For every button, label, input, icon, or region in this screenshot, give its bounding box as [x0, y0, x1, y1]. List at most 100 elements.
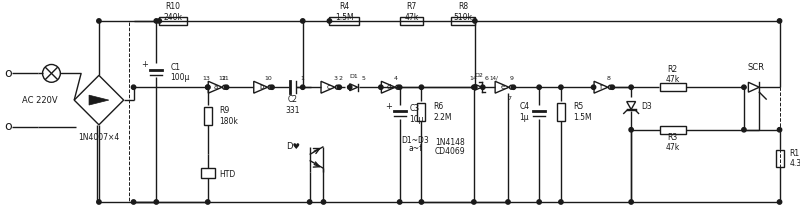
Text: 3: 3 — [334, 76, 338, 81]
Text: c: c — [326, 84, 330, 90]
Text: 1: 1 — [301, 76, 305, 81]
Circle shape — [347, 85, 352, 89]
Circle shape — [537, 200, 542, 204]
Text: R1
4.3: R1 4.3 — [790, 149, 800, 168]
Circle shape — [322, 200, 326, 204]
Bar — [129, 21, 779, 202]
Bar — [204, 107, 212, 125]
Circle shape — [778, 19, 782, 23]
Text: f: f — [600, 84, 602, 90]
Circle shape — [472, 200, 476, 204]
Circle shape — [270, 85, 274, 89]
Circle shape — [327, 19, 332, 23]
Circle shape — [537, 85, 542, 89]
Circle shape — [558, 200, 563, 204]
Bar — [201, 168, 214, 178]
Bar — [451, 17, 475, 25]
Circle shape — [307, 200, 312, 204]
Circle shape — [778, 200, 782, 204]
Circle shape — [591, 85, 596, 89]
Circle shape — [206, 85, 210, 89]
Text: o: o — [4, 120, 12, 133]
Text: D2: D2 — [474, 73, 483, 78]
Text: 1N4148: 1N4148 — [435, 138, 465, 147]
Circle shape — [473, 85, 477, 89]
Text: 1N4007×4: 1N4007×4 — [78, 133, 119, 142]
Circle shape — [154, 19, 158, 23]
Circle shape — [157, 19, 162, 23]
Bar — [418, 103, 426, 121]
Text: R2
47k: R2 47k — [666, 65, 680, 84]
Text: R3
47k: R3 47k — [666, 133, 680, 152]
Text: 6: 6 — [485, 76, 489, 81]
Bar — [557, 103, 565, 121]
Bar — [660, 83, 686, 91]
Circle shape — [742, 85, 746, 89]
Text: 13: 13 — [203, 76, 210, 81]
Circle shape — [131, 85, 136, 89]
Text: CD4069: CD4069 — [435, 147, 466, 156]
Text: 11: 11 — [222, 76, 230, 81]
Text: C2
331: C2 331 — [286, 95, 300, 115]
Text: +: + — [142, 60, 148, 69]
Text: d: d — [386, 84, 391, 90]
Circle shape — [337, 85, 342, 89]
Text: R7
47k: R7 47k — [405, 2, 418, 22]
Circle shape — [97, 200, 101, 204]
Circle shape — [629, 200, 634, 204]
Circle shape — [481, 85, 485, 89]
Circle shape — [629, 128, 634, 132]
Text: AC 220V: AC 220V — [22, 96, 58, 105]
Text: a~f: a~f — [409, 144, 422, 153]
Circle shape — [778, 128, 782, 132]
Circle shape — [742, 128, 746, 132]
Circle shape — [224, 85, 229, 89]
Text: 5: 5 — [361, 76, 365, 81]
Text: e: e — [501, 84, 505, 90]
Text: R6
2.2M: R6 2.2M — [434, 102, 452, 122]
Circle shape — [206, 200, 210, 204]
Text: 14: 14 — [469, 76, 477, 81]
Polygon shape — [89, 95, 109, 105]
Circle shape — [97, 19, 101, 23]
Text: +: + — [385, 101, 392, 110]
Circle shape — [511, 85, 516, 89]
Text: R4
1.5M: R4 1.5M — [335, 2, 354, 22]
Text: 4: 4 — [394, 76, 398, 81]
Text: 12: 12 — [218, 76, 226, 81]
Circle shape — [398, 200, 402, 204]
Bar — [400, 17, 423, 25]
Text: D♥: D♥ — [286, 142, 300, 151]
Bar — [660, 126, 686, 134]
Text: R10
240k: R10 240k — [164, 2, 182, 22]
Text: SCR: SCR — [747, 63, 764, 72]
Text: D1~D3: D1~D3 — [402, 136, 430, 145]
Text: R9
180k: R9 180k — [220, 106, 238, 126]
Text: D1: D1 — [350, 74, 358, 79]
Text: HTD: HTD — [220, 170, 236, 179]
Circle shape — [301, 19, 305, 23]
Text: R5
1.5M: R5 1.5M — [573, 102, 591, 122]
Text: 9: 9 — [510, 76, 514, 81]
Text: 7: 7 — [507, 96, 511, 101]
Text: 10: 10 — [264, 76, 272, 81]
Circle shape — [472, 85, 476, 89]
Circle shape — [506, 200, 510, 204]
Circle shape — [419, 85, 424, 89]
Text: D3: D3 — [641, 101, 652, 110]
Text: 2: 2 — [338, 76, 342, 81]
Bar — [330, 17, 359, 25]
Circle shape — [419, 200, 424, 204]
Circle shape — [610, 85, 614, 89]
Circle shape — [629, 85, 634, 89]
Bar — [159, 17, 187, 25]
Text: R8
510k: R8 510k — [454, 2, 473, 22]
Text: o: o — [4, 67, 12, 80]
Text: C4
1μ: C4 1μ — [519, 102, 530, 122]
Circle shape — [558, 85, 563, 89]
Bar — [775, 150, 783, 167]
Circle shape — [154, 200, 158, 204]
Text: 14/: 14/ — [490, 76, 498, 81]
Text: C3
10μ: C3 10μ — [410, 104, 424, 124]
Circle shape — [301, 85, 305, 89]
